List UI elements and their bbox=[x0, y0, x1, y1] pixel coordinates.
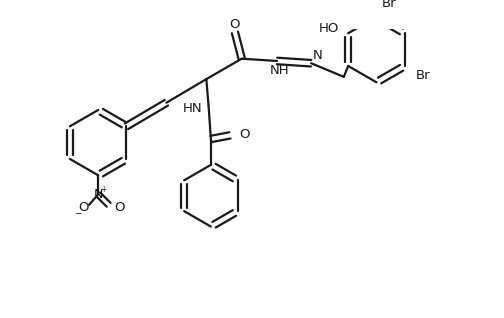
Text: HO: HO bbox=[319, 22, 339, 35]
Text: O: O bbox=[230, 18, 240, 31]
Text: −: − bbox=[74, 208, 81, 217]
Text: Br: Br bbox=[382, 0, 397, 10]
Text: O: O bbox=[114, 201, 125, 214]
Text: N: N bbox=[313, 49, 323, 62]
Text: Br: Br bbox=[416, 69, 430, 82]
Text: O: O bbox=[79, 201, 89, 214]
Text: NH: NH bbox=[270, 65, 289, 78]
Text: N: N bbox=[94, 188, 103, 201]
Text: +: + bbox=[100, 185, 106, 194]
Text: HN: HN bbox=[183, 102, 203, 115]
Text: O: O bbox=[239, 128, 249, 141]
